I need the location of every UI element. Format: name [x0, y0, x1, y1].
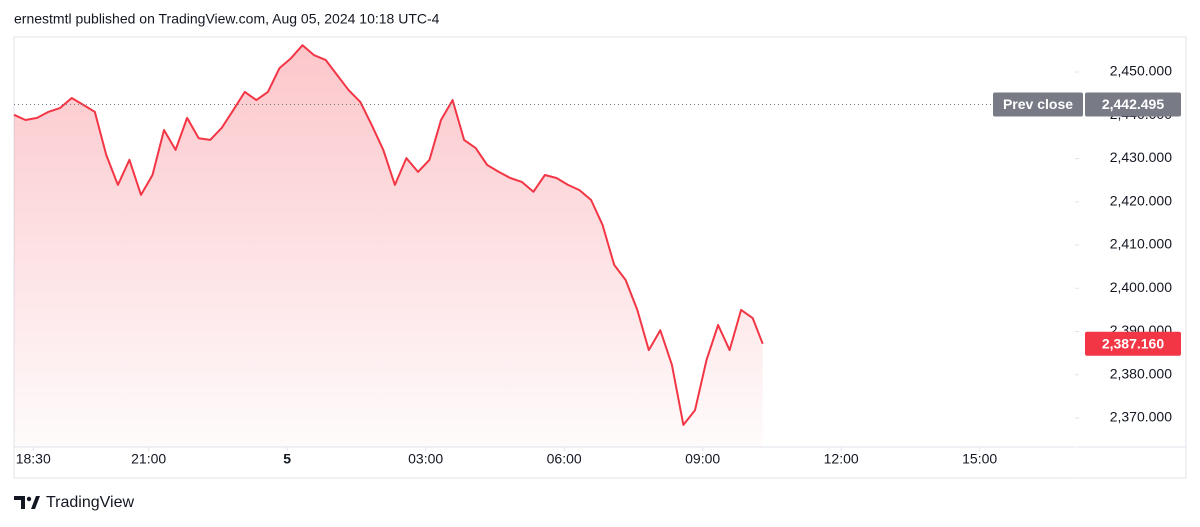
- area-fill: [14, 45, 763, 447]
- x-tick-label: 12:00: [824, 451, 859, 467]
- last-price-badge: [1085, 331, 1181, 356]
- y-tick-label: 2,430.000: [1110, 149, 1172, 165]
- chart-subtitle: ernestmtl published on TradingView.com, …: [14, 11, 440, 27]
- y-tick-label: 2,370.000: [1110, 409, 1172, 425]
- brand-name: TradingView: [46, 494, 134, 511]
- price-line: [13, 44, 764, 426]
- last-price-label: 2,387.160: [1102, 336, 1164, 352]
- prev-close-name: Prev close: [1003, 96, 1073, 112]
- x-tick-label: 21:00: [131, 451, 166, 467]
- prev-close-value: 2,442.495: [1102, 96, 1164, 112]
- x-tick-label: 18:30: [16, 451, 51, 467]
- y-tick-label: 2,400.000: [1110, 279, 1172, 295]
- y-tick-label: 2,410.000: [1110, 236, 1172, 252]
- brand-logo: [14, 496, 40, 509]
- x-tick-label: 15:00: [962, 451, 997, 467]
- prev-close-name-badge: [993, 92, 1083, 117]
- plot: [13, 44, 764, 447]
- y-tick-label: 2,420.000: [1110, 192, 1172, 208]
- prev-close-badge: [1085, 92, 1181, 117]
- y-tick-label: 2,450.000: [1110, 63, 1172, 79]
- y-tick-label: 2,380.000: [1110, 365, 1172, 381]
- x-tick-label: 06:00: [547, 451, 582, 467]
- x-tick-label: 03:00: [408, 451, 443, 467]
- x-tick-label: 09:00: [685, 451, 720, 467]
- x-tick-label: 5: [283, 451, 291, 467]
